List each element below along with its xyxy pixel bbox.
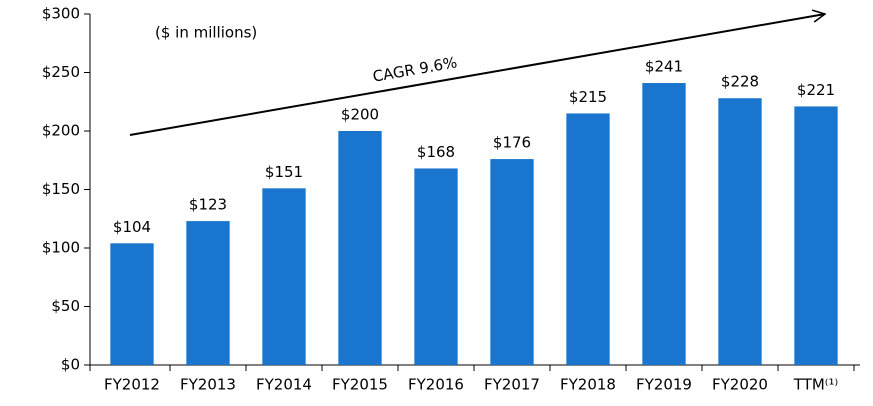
value-label: $215 bbox=[569, 88, 607, 106]
y-tick-label: $200 bbox=[42, 122, 80, 140]
bar bbox=[262, 188, 306, 365]
y-tick-label: $150 bbox=[42, 180, 80, 198]
x-tick-label: FY2018 bbox=[560, 376, 616, 394]
bar bbox=[186, 221, 230, 365]
x-tick-label: FY2014 bbox=[256, 376, 312, 394]
x-tick-label: TTM⁽¹⁾ bbox=[793, 376, 838, 394]
bar bbox=[110, 243, 154, 365]
value-label: $176 bbox=[493, 134, 531, 152]
value-label: $221 bbox=[797, 81, 835, 99]
x-tick-label: FY2017 bbox=[484, 376, 540, 394]
value-label: $168 bbox=[417, 143, 455, 161]
x-tick-label: FY2015 bbox=[332, 376, 388, 394]
value-label: $151 bbox=[265, 163, 303, 181]
value-label: $104 bbox=[113, 218, 151, 236]
y-tick-label: $100 bbox=[42, 239, 80, 257]
y-tick-label: $250 bbox=[42, 63, 80, 81]
x-tick-label: FY2012 bbox=[104, 376, 160, 394]
value-label: $228 bbox=[721, 73, 759, 91]
bar bbox=[642, 83, 686, 365]
x-tick-label: FY2016 bbox=[408, 376, 464, 394]
bar bbox=[338, 131, 382, 365]
bar bbox=[414, 168, 458, 365]
bar bbox=[566, 113, 610, 365]
x-tick-label: FY2019 bbox=[636, 376, 692, 394]
cagr-arrow bbox=[129, 14, 825, 136]
bar bbox=[794, 106, 838, 366]
value-label: $241 bbox=[645, 58, 683, 76]
y-tick-label: $300 bbox=[42, 5, 80, 23]
bar bbox=[718, 98, 762, 366]
y-tick-label: $0 bbox=[61, 356, 80, 374]
x-tick-label: FY2020 bbox=[712, 376, 768, 394]
bar bbox=[490, 159, 534, 365]
value-label: $200 bbox=[341, 106, 379, 124]
y-tick-label: $50 bbox=[51, 297, 80, 315]
value-label: $123 bbox=[189, 196, 227, 214]
units-note: ($ in millions) bbox=[155, 24, 257, 42]
x-tick-label: FY2013 bbox=[180, 376, 236, 394]
